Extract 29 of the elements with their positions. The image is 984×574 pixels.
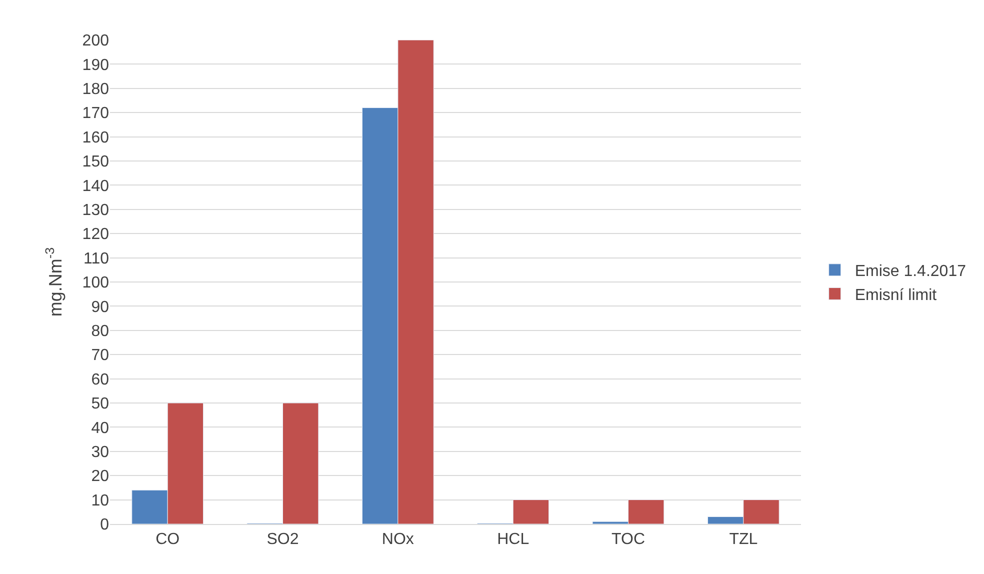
x-tick-label: SO2: [266, 531, 299, 548]
y-tick-label: 10: [91, 492, 110, 510]
y-tick-label: 100: [82, 274, 110, 292]
y-tick-label: 150: [82, 154, 110, 171]
y-tick-label: 130: [82, 202, 110, 219]
y-tick-label: 160: [82, 129, 110, 146]
x-tick-label: CO: [156, 531, 180, 548]
y-tick-label: 40: [91, 420, 110, 437]
x-tick-label: NOx: [382, 531, 414, 548]
y-tick-label: 120: [82, 226, 110, 244]
y-tick-label: 190: [82, 56, 110, 74]
x-tick-label: TOC: [612, 531, 645, 548]
legend-label: Emise 1.4.2017: [854, 263, 966, 280]
y-tick-label: 30: [91, 444, 110, 461]
y-tick-label: 20: [91, 468, 110, 486]
y-tick-label: 170: [82, 105, 110, 122]
y-tick-label: 50: [91, 396, 110, 413]
y-tick-label: 180: [82, 81, 110, 98]
y-tick-label: 110: [83, 250, 110, 268]
y-tick-label: 70: [91, 347, 110, 364]
y-tick-label: 140: [82, 178, 110, 195]
y-tick-label: 90: [91, 298, 110, 316]
x-tick-label: TZL: [729, 531, 758, 548]
legend-label: Emisní limit: [854, 286, 938, 304]
y-tick-label: 60: [91, 371, 110, 388]
y-tick-label: 0: [100, 516, 110, 534]
y-tick-label: 80: [91, 323, 110, 340]
y-tick-label: 200: [82, 32, 110, 50]
x-tick-label: HCL: [497, 531, 530, 548]
